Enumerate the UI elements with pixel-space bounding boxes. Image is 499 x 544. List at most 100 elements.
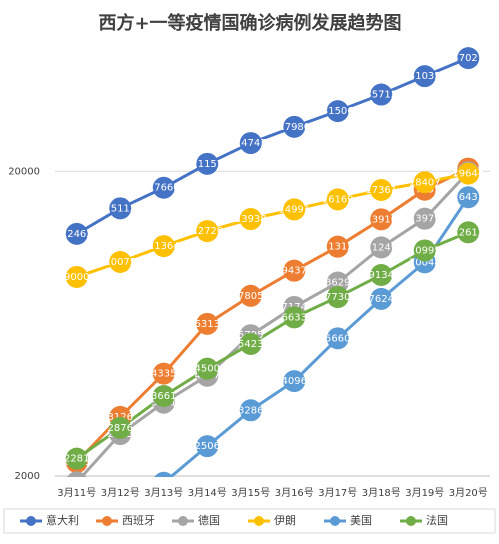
data-label: 12729: [191, 226, 223, 237]
marker: [326, 235, 349, 258]
data-label: 12462: [61, 229, 93, 240]
legend-marker: [406, 516, 416, 526]
series-line: [75, 230, 469, 460]
data-label: 9134: [369, 270, 394, 281]
data-label: 7805: [238, 291, 263, 302]
data-label: 10075: [104, 257, 136, 268]
legend-marker: [254, 516, 264, 526]
marker: [196, 435, 219, 458]
series-line: [79, 171, 470, 477]
data-label: 41035: [409, 71, 441, 82]
marker: [239, 208, 262, 231]
marker: [413, 239, 436, 262]
marker: [457, 221, 480, 244]
y-tick-label: 2000: [15, 471, 40, 482]
marker: [109, 197, 132, 220]
marker: [283, 198, 306, 221]
data-label: 18407: [409, 177, 441, 188]
data-label: 13938: [235, 214, 267, 225]
marker: [196, 357, 219, 380]
series-line: [168, 196, 470, 477]
data-label: 31506: [322, 106, 354, 117]
x-tick-label: 3月14号: [188, 487, 227, 499]
marker: [239, 284, 262, 307]
marker: [65, 222, 88, 245]
marker: [283, 259, 306, 282]
marker: [109, 251, 132, 274]
marker: [326, 327, 349, 350]
data-label: 9000: [64, 272, 89, 283]
marker: [283, 306, 306, 329]
data-label: 24747: [235, 138, 267, 149]
marker: [196, 220, 219, 243]
marker: [283, 370, 306, 393]
marker: [154, 471, 174, 477]
data-label: 8629: [325, 278, 350, 289]
marker: [370, 287, 393, 310]
marker: [67, 471, 87, 477]
marker: [413, 171, 436, 194]
marker: [457, 47, 480, 70]
x-tick-label: 3月19号: [405, 487, 444, 499]
data-label: 5660: [325, 333, 350, 344]
data-label: 27980: [278, 122, 310, 133]
data-label: 2506: [195, 441, 220, 452]
x-tick-label: 3月11号: [57, 487, 96, 499]
data-label: 16437: [452, 192, 484, 203]
marker: [109, 416, 132, 439]
legend-label: 法国: [426, 513, 448, 527]
marker: [65, 265, 88, 288]
marker: [196, 312, 219, 335]
data-label: 47021: [452, 53, 484, 64]
marker: [152, 384, 175, 407]
marker: [239, 132, 262, 155]
marker: [413, 207, 436, 230]
marker: [370, 178, 393, 201]
y-tick-label: 20000: [8, 166, 40, 177]
data-label: 10995: [409, 245, 441, 256]
legend-marker: [178, 516, 188, 526]
data-label: 10048: [409, 257, 441, 268]
x-tick-label: 3月13号: [144, 487, 183, 499]
data-label: 21157: [191, 159, 223, 170]
data-label: 17660: [148, 183, 180, 194]
data-label: 35713: [365, 90, 397, 101]
marker: [370, 263, 393, 286]
data-label: 3286: [238, 405, 263, 416]
legend-label: 西班牙: [122, 514, 155, 527]
data-label: 16169: [322, 194, 354, 205]
chart-title: 西方+一等疫情国确诊病例发展趋势图: [98, 12, 401, 34]
x-tick-label: 3月16号: [275, 487, 314, 499]
data-label: 12612: [452, 227, 484, 238]
data-label: 2281: [64, 454, 89, 465]
marker: [370, 236, 393, 259]
marker: [457, 162, 480, 185]
data-label: 7624: [369, 294, 394, 305]
legend-marker: [102, 516, 112, 526]
series-line: [75, 167, 469, 464]
marker: [239, 399, 262, 422]
data-label: 13910: [365, 214, 397, 225]
data-label: 15113: [104, 203, 136, 214]
data-label: 5423: [238, 339, 263, 350]
marker: [65, 447, 88, 470]
marker: [370, 208, 393, 231]
data-label: 3661: [151, 391, 176, 402]
marker: [370, 83, 393, 106]
data-label: 11249: [365, 242, 397, 253]
data-label: 4335: [151, 369, 176, 380]
marker: [152, 362, 175, 385]
series-line: [76, 172, 469, 279]
data-label: 11364: [148, 241, 180, 252]
x-tick-label: 3月17号: [318, 487, 357, 499]
marker: [152, 235, 175, 258]
data-label: 4096: [282, 376, 307, 387]
marker: [326, 188, 349, 211]
data-label: 4500: [195, 364, 220, 375]
marker: [152, 176, 175, 199]
legend-box: [3, 508, 496, 534]
legend-label: 意大利: [46, 513, 79, 527]
data-label: 7730: [325, 292, 350, 303]
x-tick-label: 3月12号: [101, 487, 140, 499]
